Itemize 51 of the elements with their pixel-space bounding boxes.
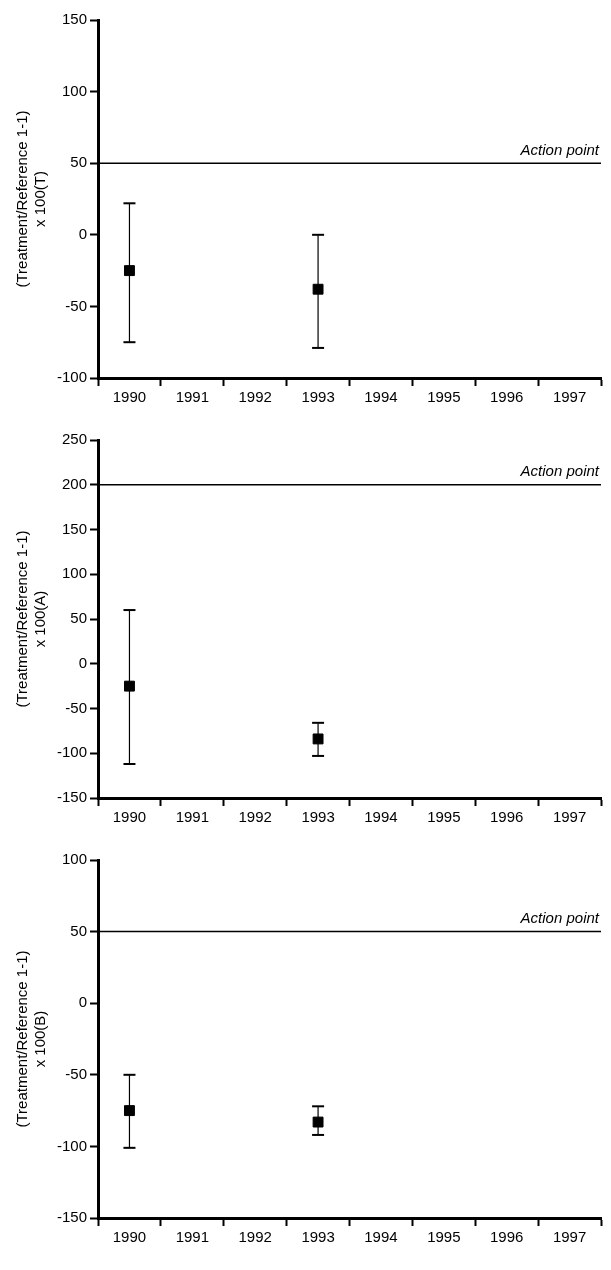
y-tick-label: -50	[65, 1064, 88, 1082]
x-tick-label: 1997	[552, 388, 587, 406]
x-tick-label: 1993	[301, 388, 335, 406]
y-tick-label: 0	[78, 653, 88, 671]
y-tick-label: 50	[70, 609, 88, 627]
x-tick-label: 1991	[175, 1228, 210, 1246]
x-tick-label: 1990	[112, 1228, 147, 1246]
x-tick-label: 1994	[364, 388, 398, 406]
y-tick-label: -50	[65, 296, 88, 314]
y-tick-label: 150	[61, 10, 88, 28]
x-tick-label: 1992	[238, 1228, 272, 1246]
y-axis-title: (Treatment/Reference 1-1) x 100(A)	[13, 530, 49, 708]
y-tick-label: 250	[61, 430, 88, 448]
ref-line-label: Action point	[519, 909, 600, 927]
ref-line-label: Action point	[519, 462, 600, 480]
y-tick-label: 100	[61, 81, 88, 99]
x-tick-label: 1995	[427, 808, 461, 826]
x-tick-label: 1993	[301, 808, 335, 826]
y-tick-label: 50	[70, 153, 88, 171]
x-tick-label: 1996	[490, 1228, 524, 1246]
x-tick-label: 1992	[238, 808, 272, 826]
x-tick-label: 1995	[427, 388, 461, 406]
y-tick-label: 0	[78, 224, 88, 242]
y-tick-label: -150	[56, 788, 88, 806]
y-tick-label: 100	[61, 850, 88, 868]
y-axis-title: (Treatment/Reference 1-1) x 100(T)	[13, 110, 49, 288]
x-tick-label: 1990	[112, 808, 147, 826]
x-tick-label: 1997	[552, 1228, 587, 1246]
x-tick-label: 1997	[552, 808, 587, 826]
x-tick-label: 1994	[364, 1228, 398, 1246]
y-tick-label: 150	[61, 519, 88, 537]
y-tick-label: -50	[65, 698, 88, 716]
y-tick-label: -100	[56, 1136, 88, 1154]
y-tick-label: 200	[61, 474, 88, 492]
x-tick-label: 1995	[427, 1228, 461, 1246]
x-tick-label: 1996	[490, 388, 524, 406]
x-tick-label: 1994	[364, 808, 398, 826]
y-tick-label: 0	[78, 993, 88, 1011]
x-tick-label: 1990	[112, 388, 147, 406]
y-tick-label: -100	[56, 743, 88, 761]
ref-line-label: Action point	[519, 140, 600, 158]
x-tick-label: 1996	[490, 808, 524, 826]
y-tick-label: 100	[61, 564, 88, 582]
x-tick-label: 1991	[175, 388, 210, 406]
y-tick-label: 50	[70, 921, 88, 939]
y-axis-title: (Treatment/Reference 1-1) x 100(B)	[13, 950, 49, 1128]
y-tick-label: -150	[56, 1208, 88, 1226]
x-tick-label: 1993	[301, 1228, 335, 1246]
y-tick-label: -100	[56, 368, 88, 386]
x-tick-label: 1991	[175, 808, 210, 826]
x-tick-label: 1992	[238, 388, 272, 406]
